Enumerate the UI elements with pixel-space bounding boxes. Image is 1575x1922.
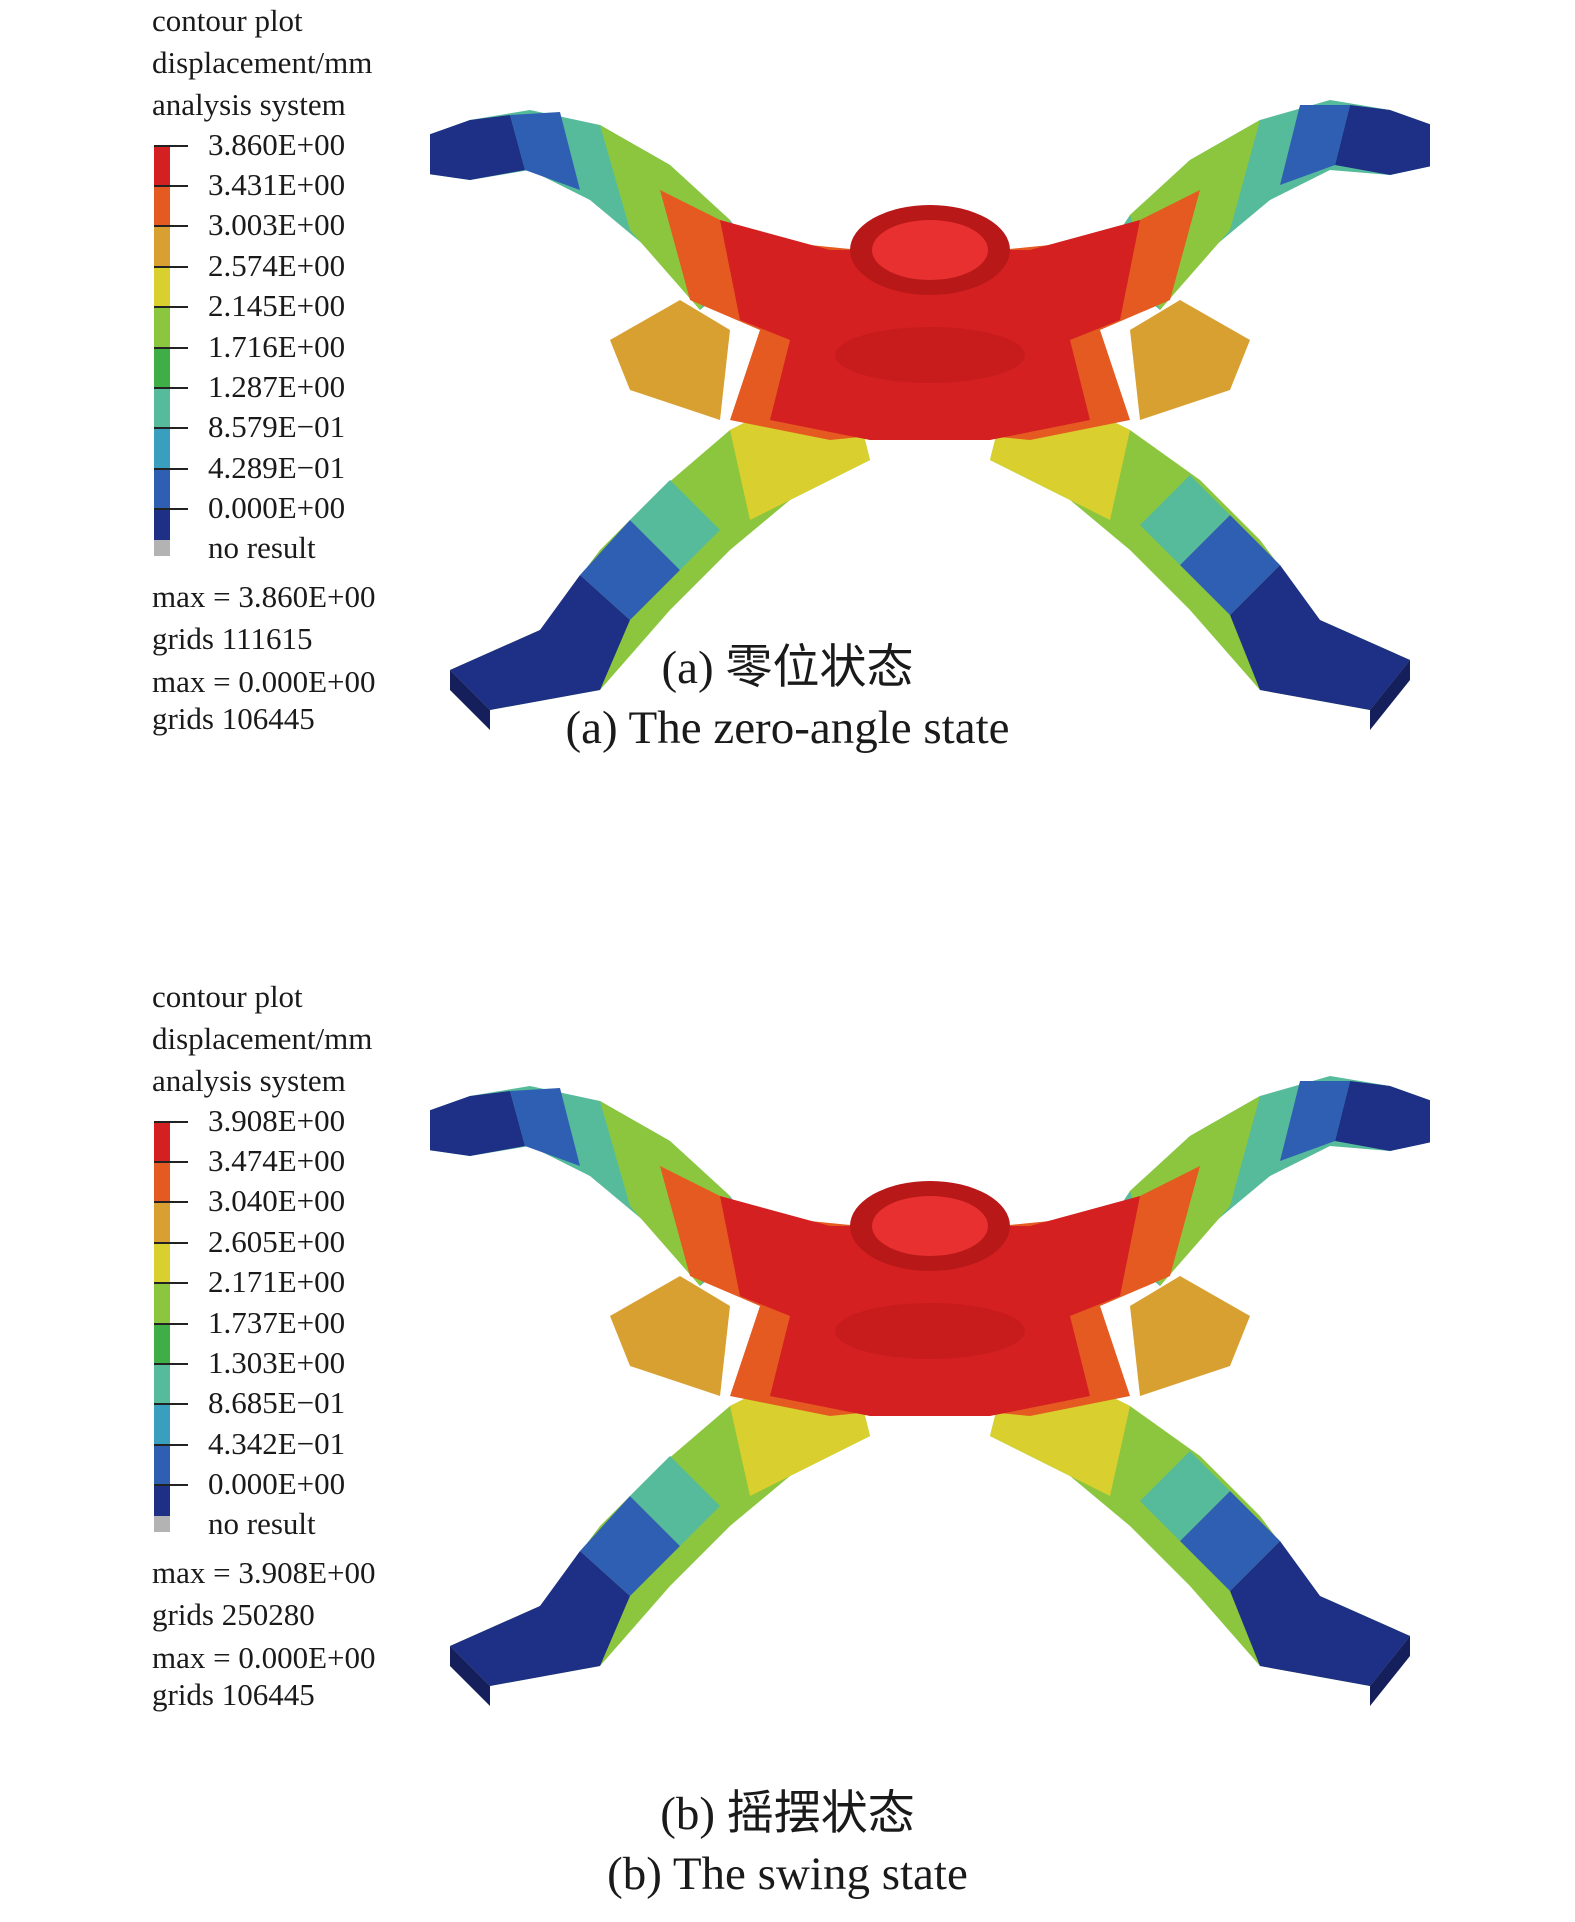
legend-tick — [154, 347, 188, 349]
color-band — [154, 509, 170, 550]
legend-value: 3.860E+00 — [208, 127, 346, 162]
legend-tick — [154, 266, 188, 268]
legend-tick — [154, 1444, 188, 1446]
legend-tick — [154, 1403, 188, 1405]
panel-zero-angle: contour plot displacement/mm analysis sy… — [0, 0, 1575, 946]
legend-header: contour plot displacement/mm analysis sy… — [152, 0, 442, 126]
color-band — [154, 307, 170, 348]
stat-grids: grids 250280 — [152, 1597, 315, 1632]
legend-value: 1.716E+00 — [208, 329, 346, 364]
legend-tick — [154, 468, 188, 470]
legend-system: analysis system — [152, 87, 346, 122]
legend-tick — [154, 1323, 188, 1325]
legend-value: 0.000E+00 — [208, 490, 346, 525]
legend-tick — [154, 1363, 188, 1365]
legend-value: 2.171E+00 — [208, 1264, 346, 1299]
color-band — [154, 1445, 170, 1486]
color-band — [154, 226, 170, 268]
caption-cn: (a) 零位状态 — [661, 642, 914, 694]
fea-contour-model — [430, 100, 1430, 730]
stat-min: max = 0.000E+00 — [152, 664, 376, 699]
color-band — [154, 428, 170, 470]
legend-tick — [154, 1484, 188, 1486]
no-result-label: no result — [208, 530, 316, 565]
legend-tick — [154, 145, 188, 147]
legend-value: 3.003E+00 — [208, 207, 346, 242]
legend-value: 8.685E−01 — [208, 1385, 346, 1420]
legend-system: analysis system — [152, 1063, 346, 1098]
legend-value: 0.000E+00 — [208, 1466, 346, 1501]
legend-value: 3.431E+00 — [208, 167, 346, 202]
caption-en: (a) The zero-angle state — [565, 702, 1010, 754]
fea-contour-model — [430, 1076, 1430, 1706]
legend-tick — [154, 225, 188, 227]
stat-grids: grids 106445 — [152, 701, 315, 736]
legend-title: contour plot — [152, 3, 303, 38]
color-bar — [154, 146, 170, 550]
color-band — [154, 1202, 170, 1244]
stat-max: max = 3.908E+00 — [152, 1555, 376, 1590]
model-arm-right-upper — [1100, 100, 1430, 310]
no-result-swatch — [154, 1516, 170, 1532]
legend-value: 2.605E+00 — [208, 1224, 346, 1259]
legend-tick — [154, 185, 188, 187]
legend-quantity: displacement/mm — [152, 45, 373, 80]
legend-tick — [154, 508, 188, 510]
legend-tick — [154, 1121, 188, 1123]
color-band — [154, 1122, 170, 1163]
color-band — [154, 146, 170, 187]
color-band — [154, 1283, 170, 1324]
color-band — [154, 1243, 170, 1284]
stat-grids: grids 106445 — [152, 1677, 315, 1712]
legend-value: 2.574E+00 — [208, 248, 346, 283]
color-band — [154, 469, 170, 510]
legend-value: 1.287E+00 — [208, 369, 346, 404]
legend-header: contour plot displacement/mm analysis sy… — [152, 976, 442, 1102]
stat-grids: grids 111615 — [152, 621, 313, 656]
stat-max: max = 3.860E+00 — [152, 579, 376, 614]
legend-value: 3.474E+00 — [208, 1143, 346, 1178]
legend-value: 1.303E+00 — [208, 1345, 346, 1380]
color-band — [154, 1323, 170, 1365]
color-bar — [154, 1122, 170, 1526]
legend-value: 4.342E−01 — [208, 1426, 346, 1461]
legend-title: contour plot — [152, 979, 303, 1014]
model-center-hub — [610, 1166, 1250, 1416]
caption-cn: (b) 摇摆状态 — [660, 1788, 915, 1840]
color-band — [154, 388, 170, 429]
legend-tick — [154, 1201, 188, 1203]
legend-value: 3.908E+00 — [208, 1103, 346, 1138]
color-band — [154, 267, 170, 308]
color-band — [154, 1485, 170, 1526]
legend-tick — [154, 1161, 188, 1163]
color-band — [154, 1162, 170, 1203]
legend-tick — [154, 387, 188, 389]
color-band — [154, 186, 170, 227]
legend-tick — [154, 1282, 188, 1284]
legend-value: 4.289E−01 — [208, 450, 346, 485]
color-band — [154, 1364, 170, 1405]
no-result-label: no result — [208, 1506, 316, 1541]
caption-en: (b) The swing state — [607, 1848, 968, 1900]
legend-tick — [154, 306, 188, 308]
model-center-hub — [610, 190, 1250, 440]
model-arm-left-lower — [450, 380, 870, 730]
legend-tick — [154, 1242, 188, 1244]
legend-quantity: displacement/mm — [152, 1021, 373, 1056]
legend-tick — [154, 427, 188, 429]
stat-min: max = 0.000E+00 — [152, 1640, 376, 1675]
color-band — [154, 347, 170, 389]
color-band — [154, 1404, 170, 1446]
legend-value: 3.040E+00 — [208, 1183, 346, 1218]
no-result-swatch — [154, 540, 170, 556]
legend-value: 1.737E+00 — [208, 1305, 346, 1340]
panel-swing: contour plot displacement/mm analysis sy… — [0, 976, 1575, 1922]
legend-value: 8.579E−01 — [208, 409, 346, 444]
legend-value: 2.145E+00 — [208, 288, 346, 323]
